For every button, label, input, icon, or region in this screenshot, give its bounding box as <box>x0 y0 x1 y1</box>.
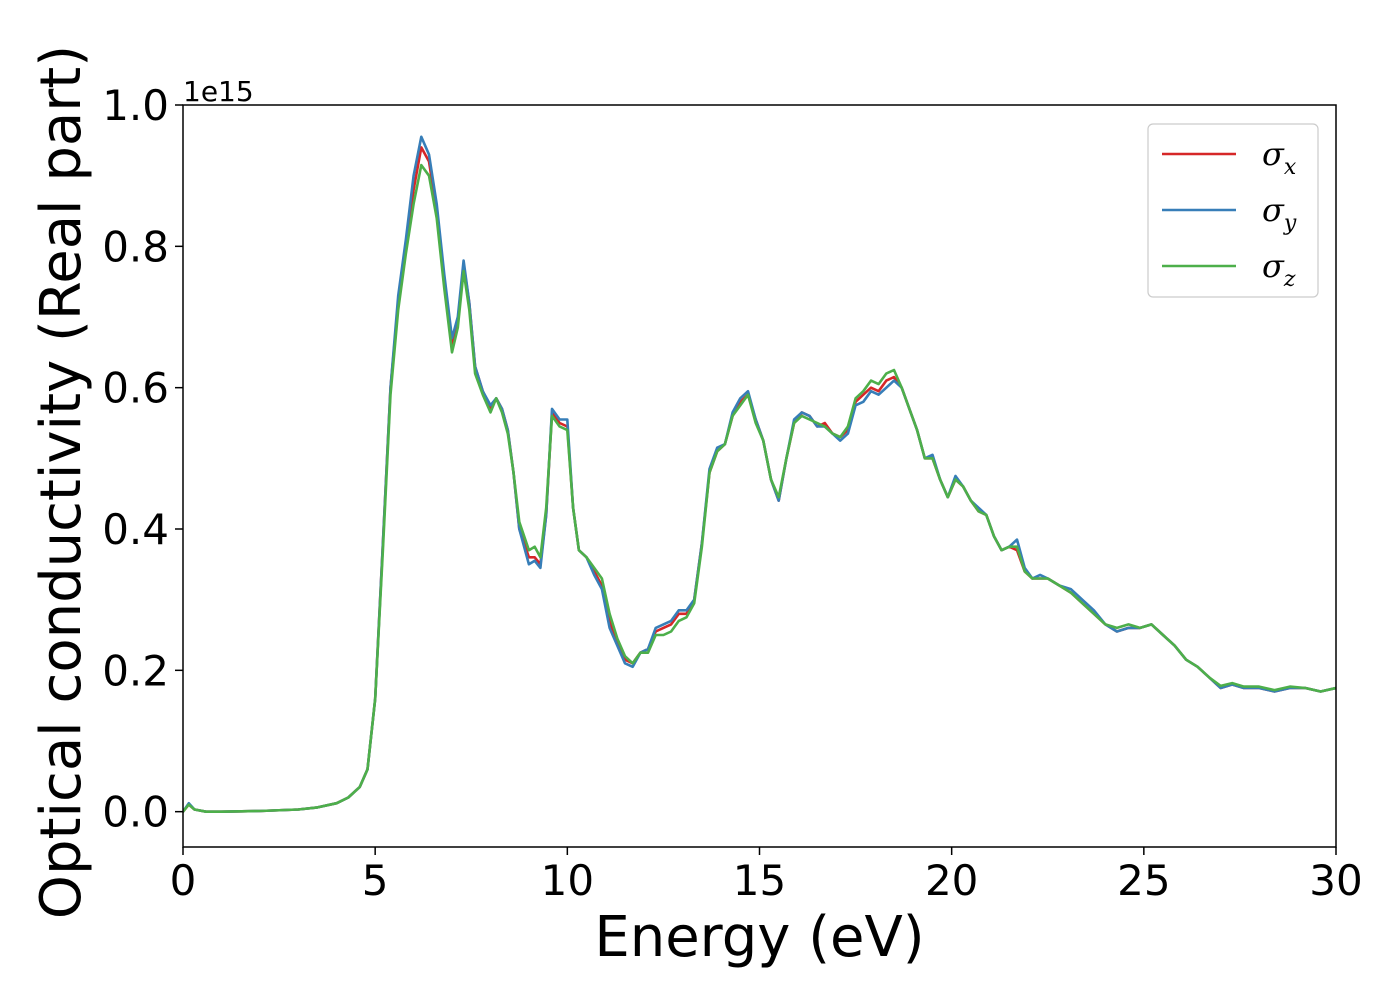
x-tick-label: 5 <box>362 856 389 905</box>
y-tick-label: 0.6 <box>102 364 169 413</box>
y-tick-label: 0.2 <box>102 646 169 695</box>
y-tick-label: 0.0 <box>102 788 169 837</box>
x-tick-label: 25 <box>1117 856 1170 905</box>
series-line-y <box>183 135 1336 814</box>
y-offset-label: 1e15 <box>183 75 254 108</box>
plot-area <box>183 105 1336 847</box>
x-axis-title: Energy (eV) <box>594 905 924 970</box>
series-line-z <box>183 163 1336 814</box>
x-axis: 0 5 10 15 20 25 30 <box>170 847 1363 905</box>
legend-label-x: σx <box>1262 135 1297 180</box>
legend-label-z: σz <box>1262 247 1296 292</box>
y-tick-label: 0.8 <box>102 222 169 271</box>
x-tick-label: 15 <box>733 856 786 905</box>
x-tick-label: 0 <box>170 856 197 905</box>
legend: σx σy σz <box>1147 123 1319 298</box>
y-axis-title: Optical conductivity (Real part) <box>29 45 94 919</box>
legend-label-y: σy <box>1262 191 1297 236</box>
y-tick-label: 1.0 <box>102 81 169 130</box>
x-tick-label: 10 <box>541 856 594 905</box>
y-axis: 0.0 0.2 0.4 0.6 0.8 1.0 <box>102 81 183 837</box>
x-tick-label: 30 <box>1309 856 1362 905</box>
series-group <box>183 135 1336 814</box>
x-tick-label: 20 <box>925 856 978 905</box>
y-tick-label: 0.4 <box>102 505 169 554</box>
